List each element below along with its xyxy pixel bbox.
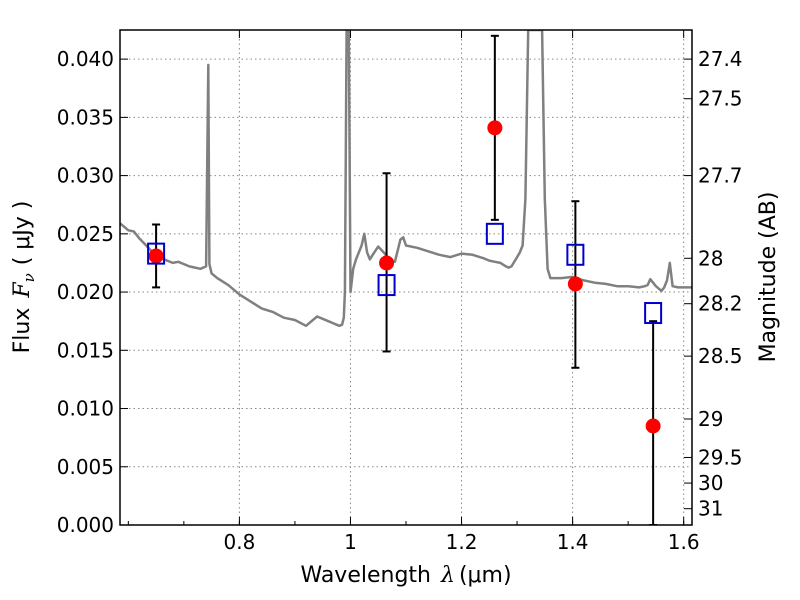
y-tick-label: 0.005 <box>57 455 114 479</box>
y-tick-label: 0.000 <box>57 513 114 537</box>
plot-area <box>120 30 692 525</box>
y2-tick-label: 28 <box>698 246 723 270</box>
x-axis-title: Wavelength λ (μm) <box>300 563 511 588</box>
y-tick-label: 0.010 <box>57 397 114 421</box>
y-tick-label: 0.015 <box>57 338 114 362</box>
observed-point <box>567 276 583 292</box>
y-tick-label: 0.025 <box>57 222 114 246</box>
y2-tick-label: 27.4 <box>698 47 743 71</box>
observed-point <box>487 120 503 136</box>
plot-frame <box>119 29 693 526</box>
grid <box>120 30 692 526</box>
y2-tick-label: 28.2 <box>698 292 743 316</box>
y2-tick-label: 28.5 <box>698 344 743 368</box>
y-tick-label: 0.040 <box>57 47 114 71</box>
y-tick-label: 0.035 <box>57 105 114 129</box>
model-square <box>147 242 166 265</box>
y2-tick-label: 31 <box>698 497 723 521</box>
x-tick-label: 1 <box>344 530 357 554</box>
observed-point <box>148 248 164 264</box>
model-square <box>644 302 663 325</box>
axis-ticks: 0.8 1 1.2 1.4 1.6 0.000 0.005 0.010 0.015 0.020 0.… <box>57 30 743 554</box>
y-tick-label: 0.020 <box>57 280 114 304</box>
x-tick-label: 1.4 <box>557 530 589 554</box>
observed-point <box>645 418 661 434</box>
model-square <box>377 274 396 297</box>
y2-tick-label: 27.5 <box>698 87 743 111</box>
y2-tick-label: 29 <box>698 407 723 431</box>
model-square <box>566 243 585 266</box>
y2-tick-label: 27.7 <box>698 164 743 188</box>
y2-tick-label: 29.5 <box>698 445 743 469</box>
observed-point <box>379 255 395 271</box>
x-tick-label: 1.2 <box>446 530 478 554</box>
x-tick-label: 1.6 <box>668 530 700 554</box>
model-square <box>485 222 504 245</box>
y-tick-label: 0.030 <box>57 164 114 188</box>
spectrum-line <box>120 30 692 328</box>
y2-axis-title: Magnitude (AB) <box>756 192 781 363</box>
y2-tick-label: 30 <box>698 471 723 495</box>
y-axis-title: FluxFν( μJy ) <box>10 201 38 354</box>
x-tick-label: 0.8 <box>223 530 255 554</box>
